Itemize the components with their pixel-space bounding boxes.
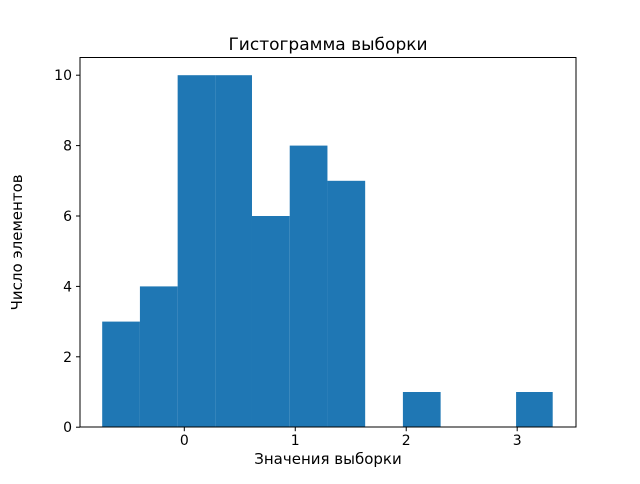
histogram-bar	[289, 145, 328, 428]
y-axis-label: Число элементов	[8, 174, 26, 310]
x-tick-label: 3	[513, 433, 522, 449]
histogram-bar	[215, 75, 252, 428]
plot-frame	[79, 57, 577, 428]
x-tick-label: 1	[291, 433, 300, 449]
histogram-bar	[516, 392, 553, 428]
histogram-bar	[251, 216, 290, 428]
y-tick-label: 10	[54, 68, 72, 84]
histogram-bar	[177, 75, 216, 428]
y-tick-label: 6	[63, 209, 72, 225]
y-tick-label: 4	[63, 279, 72, 295]
y-tick-label: 8	[63, 139, 72, 155]
histogram-bar	[402, 392, 441, 428]
bars-group	[102, 75, 553, 428]
histogram-bar	[139, 286, 178, 428]
y-axis-ticks: 0 2 4 6 8 10	[54, 68, 80, 436]
x-tick-label: 0	[180, 433, 189, 449]
histogram-bar	[102, 321, 140, 428]
y-tick-label: 2	[63, 350, 72, 366]
histogram-bar	[327, 180, 366, 428]
x-tick-label: 2	[402, 433, 411, 449]
y-tick-label: 0	[63, 420, 72, 436]
chart-title: Гистограмма выборки	[228, 35, 427, 55]
x-axis-label: Значения выборки	[254, 450, 402, 468]
x-axis-ticks: 0 1 2 3	[180, 427, 522, 449]
